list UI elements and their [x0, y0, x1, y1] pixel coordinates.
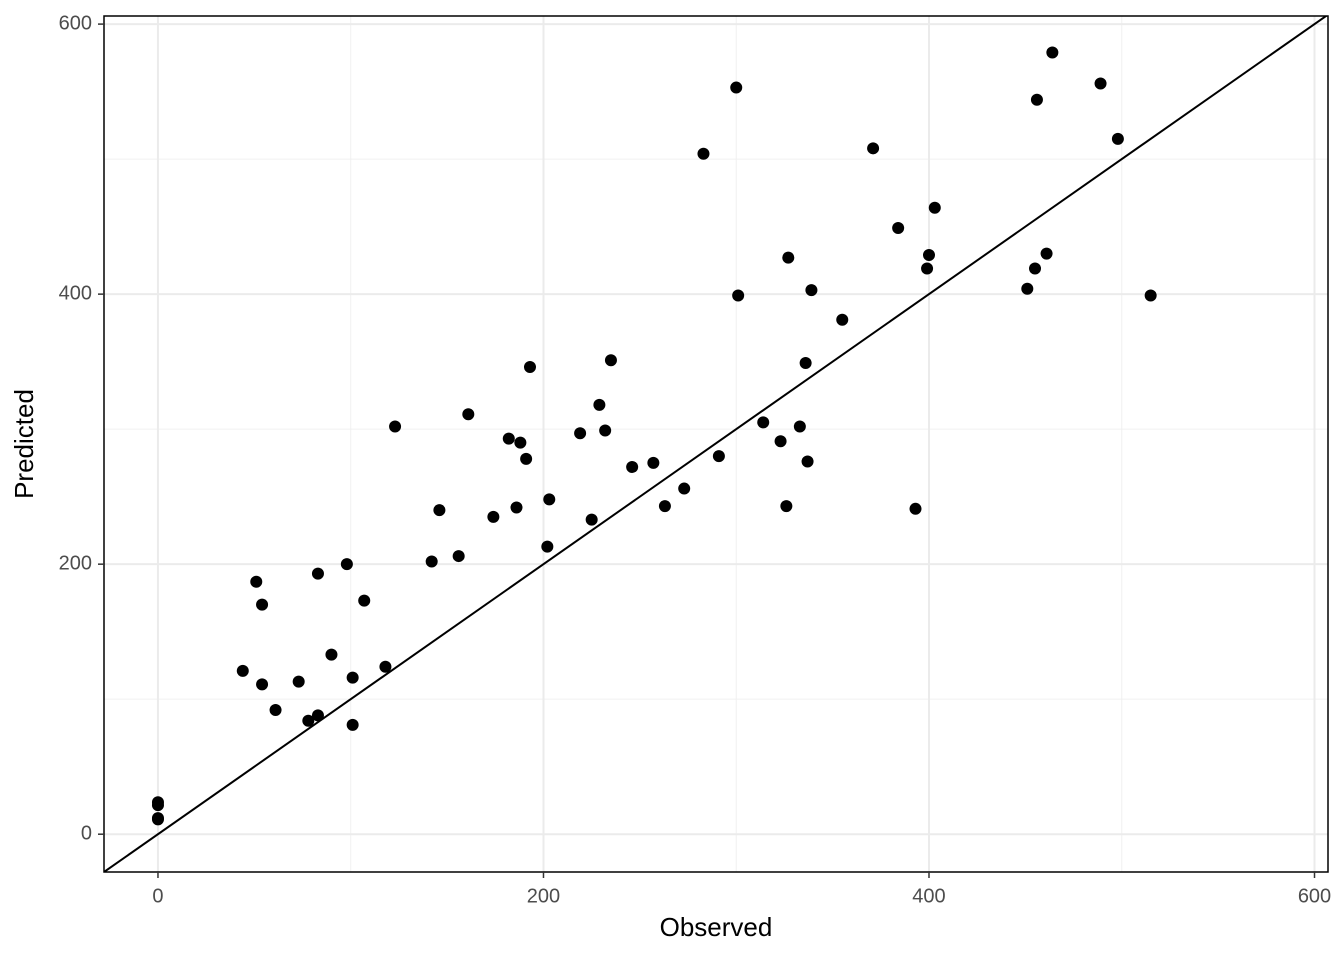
point: [658, 500, 671, 513]
point: [732, 289, 745, 302]
point: [379, 660, 392, 673]
x-tick-label: 0: [152, 885, 163, 907]
point: [311, 567, 324, 580]
point: [541, 540, 554, 553]
point: [389, 420, 402, 433]
y-tick-label: 200: [59, 552, 92, 574]
point: [452, 550, 465, 563]
point: [340, 558, 353, 571]
point: [1030, 93, 1043, 106]
point: [302, 714, 315, 727]
point: [514, 436, 527, 449]
x-tick-label: 200: [527, 885, 560, 907]
point: [462, 408, 475, 421]
point: [909, 502, 922, 515]
point: [867, 142, 880, 155]
point: [793, 420, 806, 433]
point: [730, 81, 743, 94]
panel-border: [103, 15, 1329, 873]
point: [774, 435, 787, 448]
point: [1040, 247, 1053, 260]
point: [1094, 77, 1107, 90]
point: [928, 201, 941, 214]
point: [697, 147, 710, 160]
point: [510, 501, 523, 514]
point: [487, 510, 500, 523]
point: [647, 456, 660, 469]
y-axis-title: Predicted: [9, 389, 39, 499]
y-tick-label: 400: [59, 282, 92, 304]
point: [574, 427, 587, 440]
x-axis-title: Observed: [660, 912, 773, 942]
point: [543, 493, 556, 506]
point: [922, 248, 935, 261]
point: [626, 460, 639, 473]
point: [250, 575, 263, 588]
point: [346, 718, 359, 731]
point: [433, 504, 446, 517]
point: [1021, 282, 1034, 295]
x-tick-label: 600: [1298, 885, 1331, 907]
point: [151, 799, 164, 812]
y-tick-label: 0: [81, 822, 92, 844]
point: [358, 594, 371, 607]
point: [523, 361, 536, 374]
point: [836, 313, 849, 326]
point: [712, 450, 725, 463]
point: [805, 284, 818, 297]
point: [325, 648, 338, 661]
point: [269, 703, 282, 716]
point: [1029, 262, 1042, 275]
point: [780, 500, 793, 513]
point: [256, 678, 269, 691]
y-tick-label: 600: [59, 12, 92, 34]
point: [782, 251, 795, 264]
point: [1111, 132, 1124, 145]
point: [151, 813, 164, 826]
point: [593, 398, 606, 411]
point: [757, 416, 770, 429]
point: [799, 356, 812, 369]
x-tick-label: 400: [912, 885, 945, 907]
point: [678, 482, 691, 495]
point: [425, 555, 438, 568]
reference-line: [104, 16, 1328, 872]
point: [604, 354, 617, 367]
point: [502, 432, 515, 445]
point: [256, 598, 269, 611]
plot-area: [104, 16, 1328, 872]
point: [599, 424, 612, 437]
point: [585, 513, 598, 526]
point: [346, 671, 359, 684]
point: [1046, 46, 1059, 59]
point: [520, 452, 533, 465]
point: [311, 709, 324, 722]
point: [801, 455, 814, 468]
point: [1144, 289, 1157, 302]
point: [921, 262, 934, 275]
point: [892, 221, 905, 234]
point: [292, 675, 305, 688]
point: [236, 664, 249, 677]
